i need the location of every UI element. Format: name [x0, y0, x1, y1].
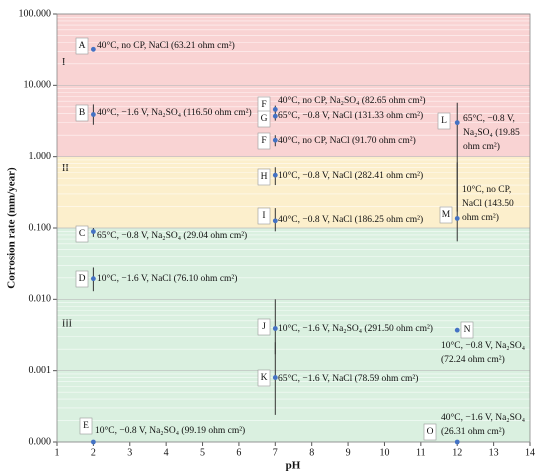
x-tick-label: 9 [346, 447, 351, 458]
annotation: (26.31 ohm cm²) [441, 426, 505, 437]
annotation: 65°C, −0.8 V, Na₂SO₄ (29.04 ohm cm²) [97, 230, 247, 241]
annotation: 65°C, −1.6 V, NaCl (78.59 ohm cm²) [278, 373, 418, 384]
y-tick-label: 0.001 [29, 365, 52, 376]
annotation: 10°C, no CP, [462, 184, 511, 195]
point-label: F [261, 100, 266, 110]
annotation: 10°C, −0.8 V, NaCl (282.41 ohm cm²) [278, 170, 423, 181]
label-box [460, 321, 474, 339]
annotation: ohm cm²) [462, 212, 499, 223]
annotation: 10°C, −1.6 V, NaCl (76.10 ohm cm²) [97, 273, 237, 284]
y-axis-title: Corrosion rate (mm/year) [6, 167, 18, 289]
label-box [75, 270, 89, 288]
annotation: 40°C, no CP, NaCl (91.70 ohm cm²) [278, 135, 416, 146]
data-point [454, 327, 460, 333]
label-box [79, 417, 93, 435]
x-tick-label: 3 [127, 447, 132, 458]
data-point [454, 439, 460, 445]
y-tick-label: 0.010 [29, 294, 52, 305]
x-tick-label: 4 [164, 447, 169, 458]
data-point [90, 229, 96, 235]
region-label: II [62, 163, 69, 174]
label-box [75, 225, 89, 243]
region-label: III [62, 319, 72, 330]
data-point [272, 326, 278, 331]
point-label: C [79, 229, 85, 239]
annotation: 65°C, −0.8 V, [463, 113, 515, 124]
label-box [257, 318, 271, 336]
point-label: E [83, 421, 89, 431]
x-tick-label: 11 [416, 447, 426, 458]
annotation: 40°C, −1.6 V, Na₂SO₄ (116.50 ohm cm²) [97, 107, 252, 118]
x-tick-label: 6 [236, 447, 241, 458]
annotation: 40°C, −0.8 V, NaCl (186.25 ohm cm²) [278, 214, 423, 225]
data-point [90, 439, 96, 445]
point-label: L [441, 116, 447, 126]
x-axis-title: pH [286, 460, 301, 472]
data-point [272, 106, 278, 112]
label-box [257, 369, 271, 387]
label-box [257, 110, 271, 128]
label-box [439, 206, 453, 224]
point-label: G [261, 114, 268, 124]
data-point [90, 112, 96, 117]
annotation: 40°C, no CP, Na₂SO₄ (82.65 ohm cm²) [278, 95, 426, 106]
x-tick-label: 10 [379, 447, 389, 458]
point-label: N [464, 325, 471, 335]
data-point [272, 375, 278, 380]
y-tick-label: 0.000 [29, 436, 52, 447]
annotation: 40°C, −1.6 V, Na₂SO₄ [441, 412, 525, 423]
label-box [75, 37, 89, 55]
data-point [272, 113, 278, 119]
region-label: I [62, 57, 65, 68]
point-label: I [262, 211, 265, 221]
annotation: 10°C, −0.8 V, Na₂SO₄ (99.19 ohm cm²) [95, 425, 245, 436]
point-label: J [262, 322, 266, 332]
point-label: H [261, 172, 268, 182]
data-point [454, 216, 460, 221]
data-point [454, 120, 460, 126]
annotation: 10°C, −1.6 V, Na₂SO₄ (291.50 ohm cm²) [278, 323, 433, 334]
label-box [257, 132, 271, 150]
x-tick-label: 12 [452, 447, 462, 458]
point-label: B [79, 108, 85, 118]
data-point [272, 218, 278, 224]
point-label: F [261, 136, 266, 146]
point-label: D [79, 274, 86, 284]
annotation: ohm cm²) [463, 141, 500, 152]
data-point [90, 46, 96, 52]
label-box [75, 104, 89, 122]
y-tick-label: 100.000 [19, 8, 52, 19]
x-tick-label: 7 [273, 447, 278, 458]
x-tick-label: 2 [91, 447, 96, 458]
x-tick-label: 5 [200, 447, 205, 458]
annotation: NaCl (143.50 [462, 198, 514, 209]
data-point [272, 172, 278, 178]
plot-frame [56, 13, 531, 443]
annotation: (72.24 ohm cm²) [441, 354, 505, 365]
label-box [257, 168, 271, 186]
region [57, 228, 530, 442]
annotation: 10°C, −0.8 V, Na₂SO₄ [441, 340, 525, 351]
point-label: K [261, 373, 268, 383]
x-tick-label: 14 [525, 447, 535, 458]
x-tick-label: 8 [309, 447, 314, 458]
label-box [437, 112, 451, 130]
point-label: M [442, 210, 451, 220]
point-label: O [427, 427, 434, 437]
y-tick-label: 1.000 [29, 151, 52, 162]
y-tick-label: 0.100 [29, 222, 52, 233]
data-point [90, 276, 96, 282]
annotation: Na₂SO₄ (19.85 [463, 127, 520, 138]
annotation: 65°C, −0.8 V, NaCl (131.33 ohm cm²) [278, 110, 423, 121]
point-label: A [79, 41, 86, 51]
data-point [272, 137, 278, 143]
y-tick-label: 10.000 [24, 80, 52, 91]
x-tick-label: 1 [55, 447, 60, 458]
annotation: 40°C, no CP, NaCl (63.21 ohm cm²) [97, 40, 235, 51]
x-tick-label: 13 [489, 447, 499, 458]
label-box [423, 423, 437, 441]
label-box [257, 207, 271, 225]
